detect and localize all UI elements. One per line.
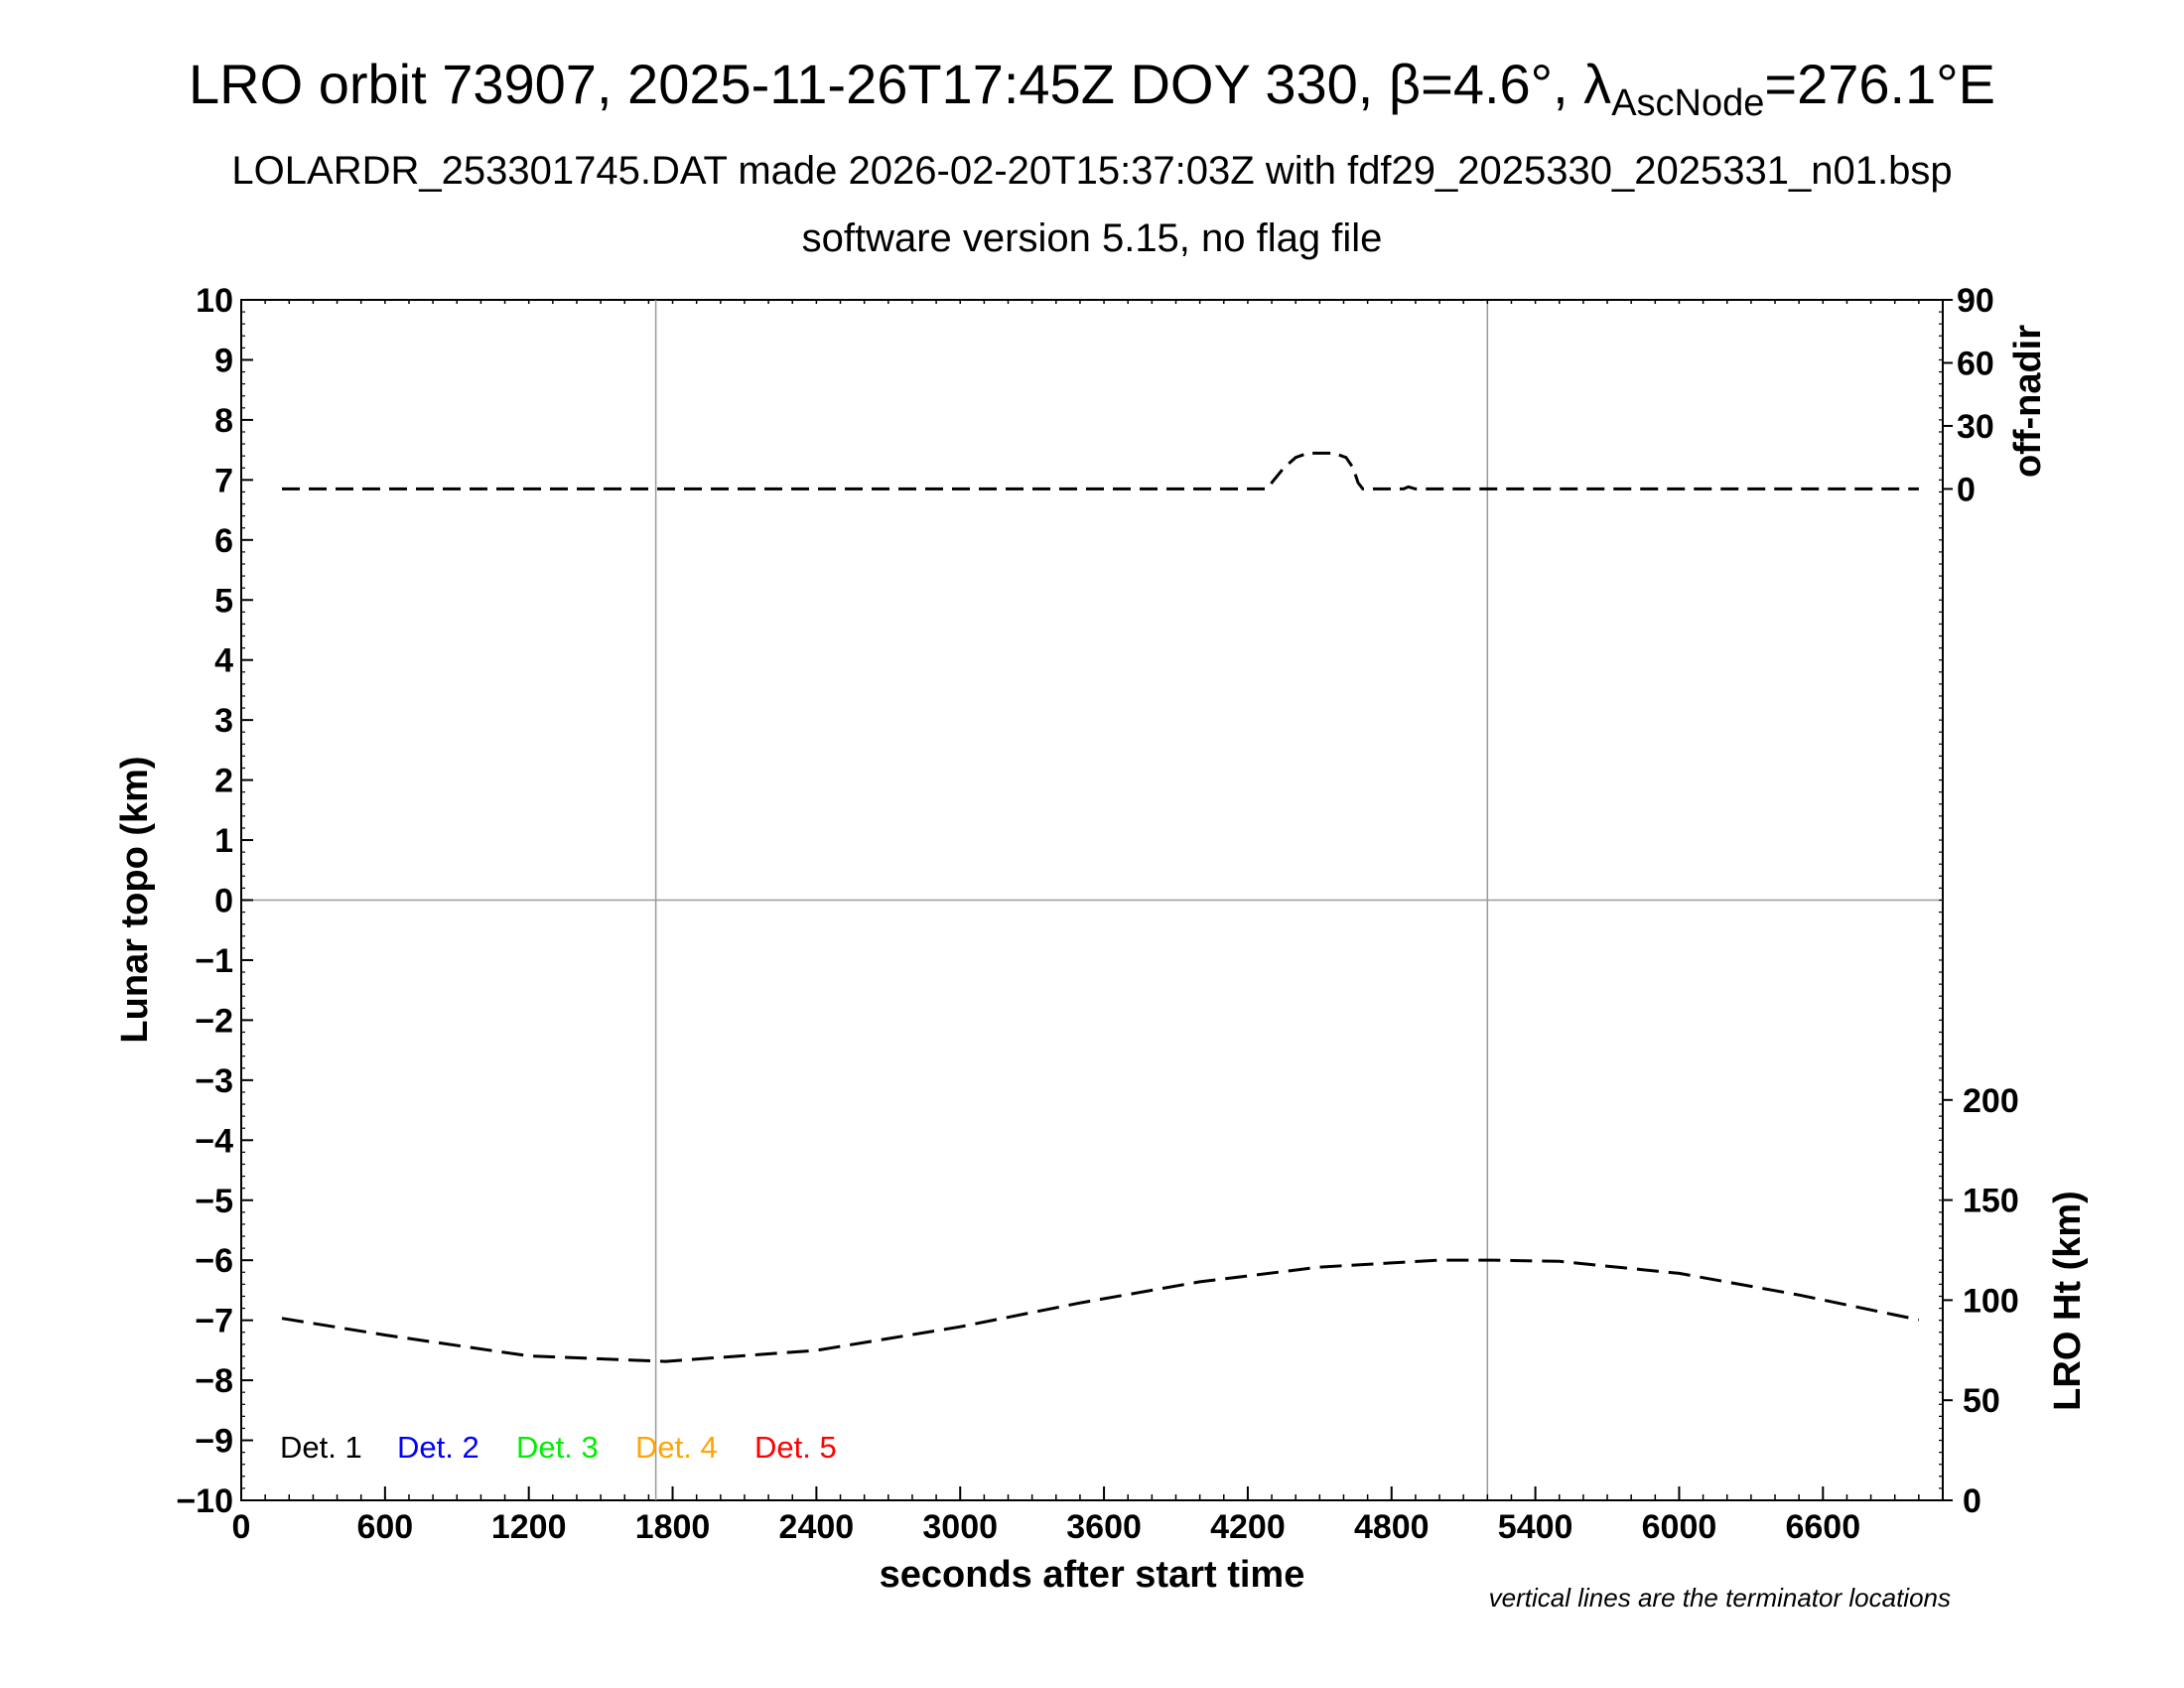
x-tick-label: 1800 bbox=[635, 1508, 711, 1546]
legend-item-det-1: Det. 1 bbox=[280, 1430, 362, 1465]
x-tick-label: 0 bbox=[232, 1508, 251, 1546]
y-tick-label: −9 bbox=[195, 1423, 233, 1461]
tick-layer: 0 600 1200 1800 2400 3000 3600 4200 4800 5400 6000… bbox=[176, 282, 2018, 1546]
y-tick-label: 8 bbox=[214, 402, 233, 440]
y-tick-label: 6 bbox=[214, 522, 233, 560]
legend-item-det-3: Det. 3 bbox=[516, 1430, 599, 1465]
x-tick-label: 6000 bbox=[1642, 1508, 1717, 1546]
x-tick-label: 2400 bbox=[779, 1508, 855, 1546]
lro-ht-tick-label: 0 bbox=[1963, 1482, 1981, 1520]
off-nadir-line bbox=[282, 451, 1919, 491]
title-end: =276.1°E bbox=[1764, 53, 1995, 115]
y-tick-label: −8 bbox=[195, 1362, 233, 1400]
x-tick-label: 5400 bbox=[1498, 1508, 1573, 1546]
y-tick-label: −6 bbox=[195, 1242, 233, 1280]
legend-item-det-2: Det. 2 bbox=[397, 1430, 479, 1465]
y-axis-label-lro-ht: LRO Ht (km) bbox=[2047, 1191, 2089, 1411]
y-tick-label: −5 bbox=[195, 1183, 233, 1220]
y-tick-label: −10 bbox=[176, 1482, 233, 1520]
off-nadir-tick-label: 60 bbox=[1957, 345, 1994, 382]
grid-layer bbox=[241, 300, 1943, 1500]
y-tick-label: −1 bbox=[195, 942, 233, 980]
chart-subtitle-version: software version 5.15, no flag file bbox=[801, 216, 1383, 260]
y-tick-label: 0 bbox=[214, 883, 233, 920]
lro-ht-tick-label: 100 bbox=[1963, 1282, 2019, 1320]
legend-item-det-4: Det. 4 bbox=[635, 1430, 718, 1465]
lro-height-line bbox=[281, 1258, 1920, 1363]
x-tick-label: 1200 bbox=[491, 1508, 567, 1546]
x-axis-label: seconds after start time bbox=[880, 1554, 1305, 1596]
y-axis-label-left: Lunar topo (km) bbox=[114, 756, 156, 1043]
y-tick-label: 5 bbox=[214, 582, 233, 620]
lro-ht-tick-label: 150 bbox=[1963, 1183, 2019, 1220]
y-tick-label: 2 bbox=[214, 763, 233, 800]
y-axis-label-off-nadir: off-nadir bbox=[2007, 325, 2049, 478]
lro-ht-tick-label: 200 bbox=[1963, 1082, 2019, 1120]
x-tick-label: 3600 bbox=[1066, 1508, 1142, 1546]
x-tick-label: 4200 bbox=[1210, 1508, 1286, 1546]
y-tick-label: 1 bbox=[214, 822, 233, 860]
y-tick-label: 3 bbox=[214, 702, 233, 740]
off-nadir-tick-label: 90 bbox=[1957, 282, 1994, 320]
off-nadir-tick-label: 30 bbox=[1957, 408, 1994, 446]
y-tick-label: −3 bbox=[195, 1062, 233, 1100]
y-tick-label: −2 bbox=[195, 1002, 233, 1040]
y-tick-label: −4 bbox=[195, 1122, 233, 1160]
x-tick-label: 6600 bbox=[1785, 1508, 1860, 1546]
y-tick-label: 4 bbox=[214, 642, 233, 680]
title-subscript: AscNode bbox=[1611, 82, 1765, 124]
y-tick-label: 9 bbox=[214, 342, 233, 379]
y-tick-label: 7 bbox=[214, 462, 233, 499]
legend-item-det-5: Det. 5 bbox=[754, 1430, 837, 1465]
y-tick-label: 10 bbox=[196, 282, 233, 320]
x-tick-label: 4800 bbox=[1354, 1508, 1430, 1546]
terminator-note: vertical lines are the terminator locati… bbox=[1489, 1583, 1951, 1613]
off-nadir-tick-label: 0 bbox=[1957, 471, 1976, 508]
y-tick-label: −7 bbox=[195, 1303, 233, 1340]
title-main: LRO orbit 73907, 2025-11-26T17:45Z DOY 3… bbox=[189, 53, 1612, 115]
x-tick-label: 3000 bbox=[922, 1508, 998, 1546]
legend: Det. 1 Det. 2 Det. 3 Det. 4 Det. 5 bbox=[280, 1430, 837, 1465]
chart-title: LRO orbit 73907, 2025-11-26T17:45Z DOY 3… bbox=[0, 52, 2184, 125]
lro-ht-tick-label: 50 bbox=[1963, 1382, 2000, 1420]
x-tick-label: 600 bbox=[356, 1508, 413, 1546]
series-layer bbox=[281, 451, 1920, 1363]
chart-subtitle-file: LOLARDR_253301745.DAT made 2026-02-20T15… bbox=[231, 149, 1953, 193]
